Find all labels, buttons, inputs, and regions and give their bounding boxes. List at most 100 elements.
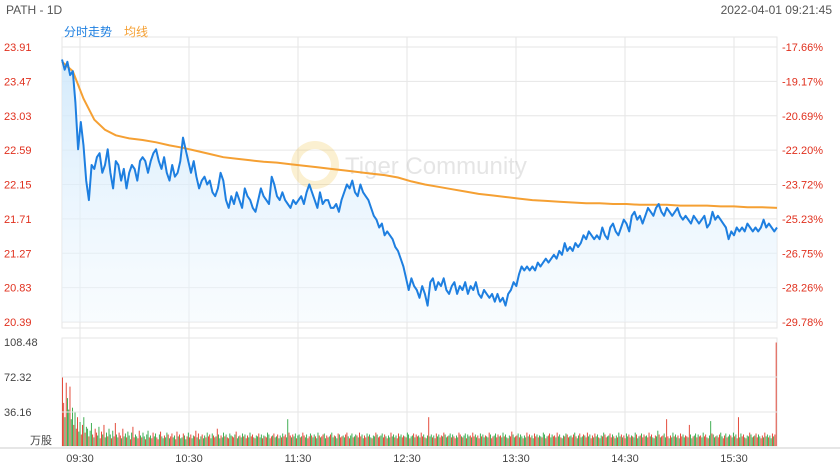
volume-bar — [390, 432, 392, 446]
volume-bar — [618, 432, 620, 446]
volume-bar — [569, 436, 571, 446]
volume-bar — [672, 432, 674, 446]
volume-bar — [736, 438, 738, 446]
volume-bar — [80, 434, 82, 446]
volume-bar — [542, 432, 544, 446]
volume-bar — [234, 434, 236, 446]
volume-bar — [322, 434, 324, 446]
volume-bar — [345, 434, 347, 446]
volume-bar — [379, 436, 381, 446]
volume-bar — [235, 431, 237, 446]
volume-bar — [336, 438, 338, 446]
volume-bar — [477, 435, 479, 446]
volume-bar — [174, 435, 175, 446]
volume-bar — [564, 436, 566, 446]
watermark-logo — [291, 141, 339, 189]
volume-bar — [372, 435, 374, 446]
volume-bar — [343, 437, 345, 446]
volume-bar — [466, 438, 467, 446]
volume-bar — [70, 419, 72, 446]
volume-bar — [132, 426, 134, 446]
volume-bar — [589, 434, 591, 446]
volume-bar — [497, 434, 499, 446]
volume-bar — [729, 434, 731, 446]
volume-bar — [676, 437, 678, 446]
volume-bar — [744, 437, 746, 446]
volume-bar — [226, 437, 228, 446]
volume-bar — [696, 437, 698, 446]
volume-bar — [362, 438, 364, 446]
volume-bar — [123, 436, 125, 446]
volume-bar — [265, 437, 267, 446]
volume-bar — [364, 435, 365, 446]
volume-bar — [202, 438, 204, 446]
volume-bar — [537, 437, 539, 446]
volume-bar — [607, 436, 608, 446]
volume-bar — [102, 434, 104, 446]
volume-bar — [563, 435, 564, 446]
volume-bar — [340, 437, 342, 446]
volume-bar — [695, 433, 697, 446]
volume-bar — [75, 428, 77, 446]
volume-bar — [360, 436, 362, 446]
volume-bar — [765, 436, 767, 446]
volume-bar — [386, 438, 388, 446]
volume-bar — [516, 435, 518, 446]
volume-bar — [429, 436, 431, 446]
volume-bar — [162, 438, 164, 446]
volume-bar — [315, 436, 316, 446]
volume-bar — [408, 434, 410, 446]
volume-bar — [254, 438, 256, 446]
volume-bar — [454, 438, 456, 446]
volume-bar — [375, 432, 377, 446]
volume-bar — [283, 436, 285, 446]
volume-bar — [459, 434, 461, 446]
volume-bar — [731, 437, 733, 446]
volume-bar — [518, 437, 520, 446]
legend-price: 分时走势 — [64, 25, 113, 39]
volume-bar — [690, 434, 691, 446]
volume-bar — [656, 436, 658, 446]
volume-bar — [239, 435, 241, 446]
volume-bar — [304, 437, 306, 446]
volume-bar — [576, 438, 578, 446]
volume-bar — [692, 436, 694, 446]
volume-bar — [119, 435, 121, 446]
watermark: Tiger Community — [291, 141, 527, 189]
volume-bar — [511, 431, 513, 446]
volume-bar — [715, 436, 717, 446]
volume-bar — [414, 437, 416, 446]
volume-bar — [628, 434, 630, 446]
volume-bar — [479, 433, 481, 446]
volume-bar — [167, 434, 169, 446]
volume-bar — [603, 432, 605, 446]
volume-bar — [435, 433, 437, 446]
volume-bar — [705, 434, 707, 446]
volume-bar — [602, 436, 603, 446]
volume-bar — [124, 433, 126, 446]
volume-bar — [561, 438, 563, 446]
volume-bar — [165, 437, 167, 446]
volume-bar — [410, 436, 412, 446]
volume-bar — [155, 433, 157, 446]
volume-bar — [221, 437, 223, 446]
volume-bar — [586, 432, 588, 446]
volume-bar — [565, 433, 567, 446]
volume-bar — [737, 417, 739, 446]
volume-bar — [527, 436, 529, 446]
volume-bar — [316, 438, 318, 446]
volume-bar — [133, 437, 135, 446]
volume-bar — [643, 434, 645, 446]
volume-bar — [442, 436, 444, 446]
volume-bar — [536, 434, 538, 446]
volume-bar — [286, 437, 287, 446]
volume-bar — [112, 430, 114, 446]
legend-avg: 均线 — [124, 25, 149, 39]
volume-bar — [661, 436, 663, 446]
volume-bar — [306, 434, 308, 446]
volume-bar — [473, 436, 475, 446]
avg-line — [61, 61, 778, 209]
volume-bar — [570, 435, 572, 446]
volume-bar — [272, 435, 274, 446]
volume-bar — [476, 437, 478, 446]
